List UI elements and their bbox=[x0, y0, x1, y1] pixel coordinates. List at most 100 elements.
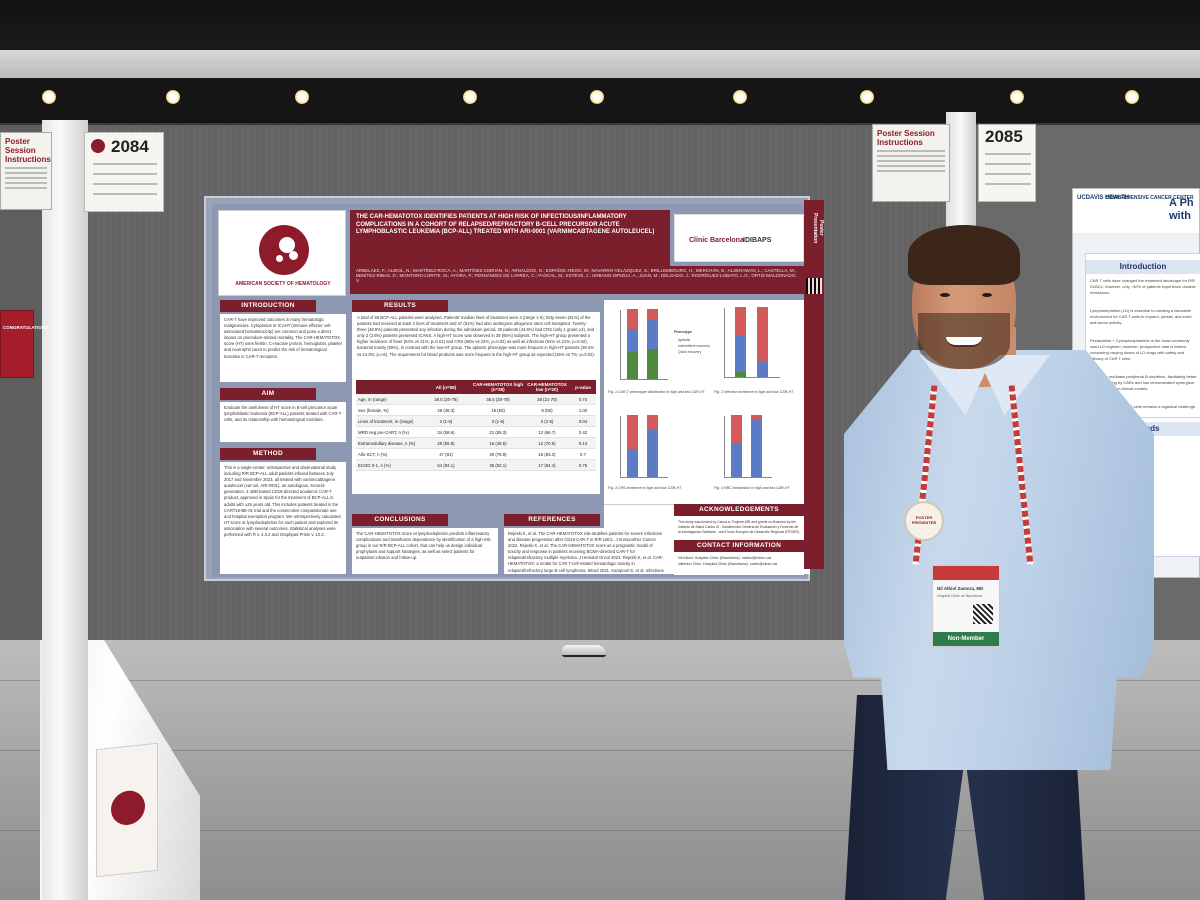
fig2-high-bar-1 bbox=[735, 307, 746, 336]
table-cell: 0.74 bbox=[578, 396, 588, 402]
research-poster: AMERICAN SOCIETY OF HEMATOLOGY THE CAR-H… bbox=[204, 196, 824, 581]
ceiling-light bbox=[860, 90, 874, 104]
table-cell: 15 (83.3) bbox=[538, 451, 556, 457]
fig3-low-no bbox=[647, 429, 658, 477]
introduction-heading: INTRODUCTION bbox=[220, 300, 316, 312]
table-cell: Sex (female, %) bbox=[358, 407, 389, 413]
fig4-low-yes bbox=[751, 415, 762, 419]
qr-code-icon bbox=[973, 604, 993, 624]
shirt bbox=[844, 350, 1154, 770]
qr-code-icon bbox=[806, 278, 822, 294]
table-cell: 38.5 (20-78) bbox=[434, 396, 458, 402]
fig4-high-no bbox=[731, 443, 742, 477]
instruction-card-left: Poster Session Instructions bbox=[0, 132, 52, 210]
sneaker bbox=[562, 645, 606, 657]
fig1-legend-item: Aplastic bbox=[678, 338, 691, 342]
fig2-high-bar-3 bbox=[735, 372, 746, 377]
fig3-chart bbox=[620, 415, 668, 478]
fig3-caption: Fig. 3 CRS incidence in high and low CAR… bbox=[608, 486, 682, 490]
neighbor-intro-heading: Introduction bbox=[1086, 260, 1200, 274]
method-heading: METHOD bbox=[220, 448, 316, 460]
table-cell: 0.75 bbox=[578, 462, 588, 468]
fig2-high-bar-2 bbox=[735, 336, 746, 372]
institution-logos: Clínic Barcelona IDIBAPS bbox=[674, 214, 804, 262]
demographics-table: All (n=58) CAR-HEMATOTOX high (n=38) CAR… bbox=[356, 380, 596, 471]
table-row: Allo-SCT, n (%) 47 (81) 30 (78.9) 15 (83.3)… bbox=[356, 449, 596, 460]
aim-heading: AIM bbox=[220, 388, 316, 400]
idibaps-logo: IDIBAPS bbox=[743, 237, 772, 244]
fig4-high-yes bbox=[731, 415, 742, 443]
neighbor-intro-point: Fludarabine + Cyclophosphamide is the mo… bbox=[1090, 338, 1190, 361]
poster-title: THE CAR-HEMATOTOX IDENTIFIES PATIENTS AT… bbox=[350, 210, 670, 266]
fig1-legend-item: Intermittent recovery bbox=[678, 344, 710, 348]
badge-institution: Hospital Clínic de Barcelona bbox=[937, 594, 983, 598]
table-cell: ECOG 0-1, n (%) bbox=[358, 462, 391, 468]
table-cell: 35 (92.1) bbox=[489, 462, 507, 468]
table-cell: 47 (81) bbox=[439, 451, 453, 457]
instruction-title: Poster Session Instructions bbox=[877, 129, 935, 147]
badge-name: Nil Albiol Zamora, MD bbox=[937, 586, 984, 591]
society-logo: AMERICAN SOCIETY OF HEMATOLOGY bbox=[218, 210, 346, 296]
neighbor-org-long: COMPREHENSIVE CANCER CENTER bbox=[1105, 195, 1194, 201]
poster-number-card-left: 2084 bbox=[84, 132, 164, 212]
ceiling-light bbox=[166, 90, 180, 104]
table-cell: 0.42 bbox=[578, 429, 588, 435]
ash-logo-icon bbox=[91, 139, 105, 153]
fig1-legend-item: Quick recovery bbox=[678, 350, 702, 354]
table-cell: 17 (94.4) bbox=[538, 462, 556, 468]
neighbor-poster-header: UCDAVIS HEALTH COMPREHENSIVE CANCER CENT… bbox=[1073, 189, 1199, 233]
ash-floor-sign bbox=[96, 742, 158, 878]
contact-heading: CONTACT INFORMATION bbox=[674, 540, 804, 552]
table-row: Extramedullary disease, n (%) 29 (55.8) 16… bbox=[356, 438, 596, 449]
table-cell: 12 (70.6) bbox=[538, 440, 556, 446]
results-heading: RESULTS bbox=[352, 300, 448, 312]
fig3-high-no bbox=[627, 449, 638, 477]
ceiling-light bbox=[42, 90, 56, 104]
poster-number: 2084 bbox=[111, 137, 149, 156]
table-cell: 1.00 bbox=[578, 407, 588, 413]
fig1-low-aplastic bbox=[647, 309, 658, 319]
badge-member-type: Non-Member bbox=[933, 632, 999, 646]
poster-authors: ARBELÁEZ, F.; ALBIOL, N.; MARTÍNEZ-ROCA,… bbox=[350, 266, 806, 294]
fig4-low-no bbox=[751, 419, 762, 477]
table-row: MRD neg pre-CART, n (%) 34 (58.6) 21 (55.3… bbox=[356, 427, 596, 438]
table-cell: MRD neg pre-CART, n (%) bbox=[358, 429, 409, 435]
poster-side-band bbox=[804, 200, 824, 569]
table-cell: Age, m (range) bbox=[358, 396, 387, 402]
fig3-high-yes bbox=[627, 415, 638, 449]
fig1-low-intermittent bbox=[647, 319, 658, 349]
fig1-high-quick bbox=[627, 352, 638, 379]
fig1-chart bbox=[620, 309, 668, 380]
references-text: Rejeski K, et al. The CAR-HEMATOTOX risk… bbox=[504, 528, 670, 574]
neighbor-title: A Ph with bbox=[1169, 197, 1194, 223]
fig3-low-yes bbox=[647, 415, 658, 429]
table-cell: 12 (66.7) bbox=[538, 429, 556, 435]
table-cell: 0.14 bbox=[578, 440, 588, 446]
ash-logo-icon bbox=[259, 225, 309, 275]
method-text: This is a single-center, retrospective a… bbox=[220, 462, 346, 574]
poster-body: AMERICAN SOCIETY OF HEMATOLOGY THE CAR-H… bbox=[212, 204, 810, 577]
table-header: All (n=58) CAR-HEMATOTOX high (n=38) CAR… bbox=[356, 380, 596, 394]
table-cell: 30 (78.9) bbox=[489, 451, 507, 457]
society-name: AMERICAN SOCIETY OF HEMATOLOGY bbox=[235, 281, 331, 287]
stand-post-left bbox=[42, 120, 88, 900]
table-row: Sex (female, %) 28 (48.3) 19 (50) 9 (50) 1.0… bbox=[356, 405, 596, 416]
contact-line: Valentín Ortiz: Hospital Clínic (Barcelo… bbox=[678, 561, 778, 566]
table-cell: 9 (50) bbox=[541, 407, 553, 413]
name-badge: Nil Albiol Zamora, MD Hospital Clínic de… bbox=[932, 565, 1000, 647]
poster-side-label: Poster Presentation bbox=[812, 212, 824, 244]
fig1-low-quick bbox=[647, 349, 658, 379]
fig1-high-aplastic bbox=[627, 309, 638, 329]
stand-post-right bbox=[946, 112, 976, 232]
conclusions-heading: CONCLUSIONS bbox=[352, 514, 448, 526]
aim-text: Evaluate the usefulness of HT score in B… bbox=[220, 402, 346, 442]
neighbor-intro-point: Lymphodepletion (LD) is essential to cre… bbox=[1090, 308, 1192, 325]
fig1-legend-title: Phenotype bbox=[674, 330, 692, 334]
instruction-card-right: Poster Session Instructions bbox=[872, 124, 950, 202]
conclusions-text: The CAR-HEMATOTOX score at lymphodepleti… bbox=[352, 528, 498, 574]
fig2-caption: Fig. 2 Infection incidence in high and l… bbox=[714, 390, 794, 394]
ceiling-light bbox=[1125, 90, 1139, 104]
poster-number-card-right: 2085 bbox=[978, 124, 1036, 202]
table-cell: 29 (55.8) bbox=[437, 440, 455, 446]
